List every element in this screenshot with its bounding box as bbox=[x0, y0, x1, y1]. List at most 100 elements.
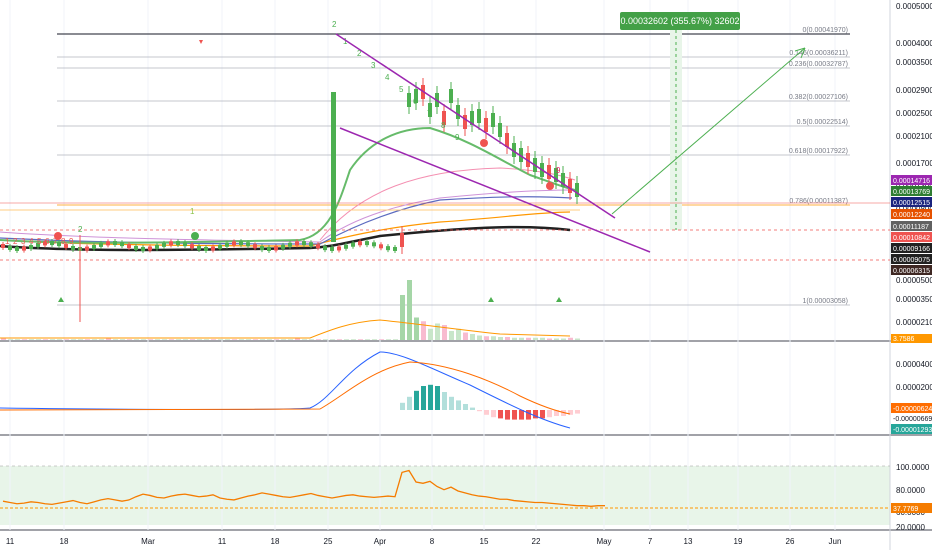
candle-body bbox=[491, 113, 495, 127]
candle-body bbox=[477, 109, 481, 123]
volume-bar bbox=[365, 339, 370, 340]
candle-body bbox=[127, 244, 131, 249]
candle-body bbox=[71, 245, 75, 250]
volume-bar bbox=[498, 337, 503, 340]
volume-bar bbox=[505, 337, 510, 340]
volume-bar bbox=[372, 339, 377, 340]
candle-body bbox=[29, 245, 33, 250]
candle-body bbox=[393, 246, 397, 251]
candle-body bbox=[113, 241, 117, 246]
volume-bar bbox=[351, 339, 356, 340]
macd-bar bbox=[435, 386, 440, 410]
candle-body bbox=[218, 244, 222, 249]
sequential-count: 1 bbox=[5, 237, 10, 246]
fib-level-label: 1(0.00003058) bbox=[802, 298, 848, 305]
x-tick-label: 22 bbox=[532, 537, 541, 546]
ma-lilac bbox=[0, 189, 573, 243]
x-tick-label: 11 bbox=[6, 537, 15, 546]
volume-bar bbox=[120, 339, 125, 340]
price-tag-bg bbox=[891, 243, 932, 253]
macd-signal-line bbox=[0, 361, 571, 415]
candle-body bbox=[141, 246, 145, 251]
volume-bar bbox=[15, 339, 20, 340]
price-tag-text: 0.00014716 bbox=[893, 178, 930, 185]
candle-body bbox=[8, 245, 12, 250]
candle-body bbox=[22, 246, 26, 251]
volume-bar bbox=[470, 334, 475, 340]
x-tick-label: Jun bbox=[829, 537, 842, 546]
volume-bar bbox=[547, 338, 552, 340]
volume-bar bbox=[274, 339, 279, 340]
volume-bar bbox=[57, 339, 62, 340]
volume-bar bbox=[288, 339, 293, 340]
candle-body bbox=[288, 242, 292, 247]
macd-bar bbox=[519, 410, 524, 420]
candle-body bbox=[561, 173, 565, 187]
price-tag-text: 0.00006315 bbox=[893, 268, 930, 275]
early-low-one: 1 bbox=[190, 207, 195, 216]
candle-body bbox=[575, 183, 579, 197]
macd-bar bbox=[421, 386, 426, 410]
volume-bar bbox=[554, 338, 559, 340]
up-arrow-marker-3 bbox=[556, 297, 562, 302]
volume-bar bbox=[456, 328, 461, 340]
volume-bar bbox=[526, 337, 531, 340]
price-tag-bg bbox=[891, 254, 932, 264]
volume-bar bbox=[260, 339, 265, 340]
sequential-count-green: 4 bbox=[385, 73, 390, 82]
candle-body bbox=[344, 244, 348, 249]
macd-y-tick: 0.00002000 bbox=[896, 383, 932, 392]
volume-bar bbox=[204, 339, 209, 340]
candle-body bbox=[498, 123, 502, 137]
rsi-y-tick: 100.0000 bbox=[896, 463, 930, 472]
price-tags: 0.00014716 0.00013769 0.00012515 0.00012240… bbox=[891, 175, 932, 513]
volume-bar bbox=[512, 337, 517, 340]
volume-bar bbox=[36, 339, 41, 340]
sequential-count: 5 bbox=[37, 237, 42, 246]
sequential-count: 2 bbox=[13, 237, 18, 246]
rsi-line bbox=[2, 469, 605, 507]
projection-arrow bbox=[611, 47, 806, 215]
sequential-count: 6 bbox=[45, 237, 50, 246]
candle-body bbox=[568, 179, 572, 193]
candle-body bbox=[106, 241, 110, 246]
volume-ma bbox=[0, 319, 571, 339]
volume-bar bbox=[519, 337, 524, 340]
candle-body bbox=[554, 168, 558, 182]
candle-body bbox=[512, 143, 516, 157]
candle-body bbox=[190, 244, 194, 249]
candle-body bbox=[162, 242, 166, 247]
volume-bar bbox=[400, 295, 405, 340]
volume-bar bbox=[295, 338, 300, 340]
fib-levels: 0(0.00041970) 0.146(0.00036211) 0.236(0.00… bbox=[57, 27, 850, 306]
wedge-upper-line bbox=[335, 33, 616, 219]
volume-bar bbox=[183, 339, 188, 340]
volume-bar bbox=[134, 339, 139, 340]
candle-body bbox=[246, 242, 250, 247]
fib-level-label: 0.146(0.00036211) bbox=[789, 50, 848, 57]
x-tick-label: May bbox=[596, 537, 611, 546]
macd-bar bbox=[442, 392, 447, 410]
fib-level-label: 0.5(0.00022514) bbox=[797, 119, 848, 126]
wedge-lower-line bbox=[339, 127, 651, 253]
x-axis-ticks: 11 18 Mar 11 18 25 Apr 8 15 22 May 7 13 19 26 Jun bbox=[6, 537, 842, 546]
candle-body bbox=[323, 246, 327, 251]
price-tag-bg bbox=[891, 197, 932, 207]
rsi-y-tick: 80.0000 bbox=[896, 486, 925, 495]
candle-body bbox=[519, 148, 523, 162]
candle-body bbox=[99, 242, 103, 247]
volume-bars bbox=[1, 280, 580, 340]
volume-bar bbox=[148, 339, 153, 340]
candle-body bbox=[134, 246, 138, 251]
x-tick-label: 26 bbox=[786, 537, 795, 546]
volume-bar bbox=[8, 339, 13, 340]
red-signal-dot-1 bbox=[480, 139, 488, 147]
price-tag-text: 0.00009075 bbox=[893, 257, 930, 264]
candle-body bbox=[456, 105, 460, 119]
volume-bar bbox=[22, 339, 27, 340]
volume-bar bbox=[561, 338, 566, 340]
